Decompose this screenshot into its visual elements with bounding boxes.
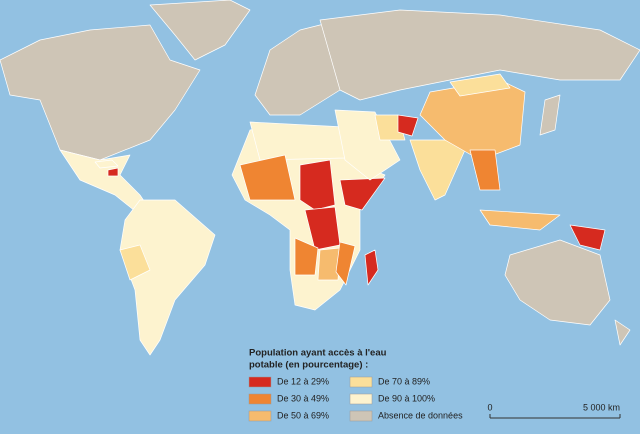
scale-end: 5 000 km xyxy=(583,402,620,412)
legend-label: De 12 à 29% xyxy=(277,376,329,386)
legend-label: De 50 à 69% xyxy=(277,410,329,420)
angola xyxy=(294,237,319,276)
madagascar xyxy=(364,249,379,286)
australia xyxy=(504,239,611,326)
europe xyxy=(254,19,341,116)
west-africa xyxy=(239,154,296,201)
bolivia xyxy=(119,244,151,281)
greenland xyxy=(149,0,251,61)
legend-swatch xyxy=(349,376,373,388)
legend-swatch xyxy=(248,410,272,422)
zambia xyxy=(317,247,341,281)
afghanistan xyxy=(397,114,419,137)
legend-label: De 90 à 100% xyxy=(378,393,435,403)
scale-bar: 0 5 000 km xyxy=(487,402,621,419)
new-zealand xyxy=(614,319,631,346)
russia xyxy=(319,9,640,101)
countries xyxy=(0,0,640,356)
indonesia xyxy=(479,209,561,231)
legend-title: potable (en pourcentage) : xyxy=(249,360,368,371)
legend-swatch xyxy=(349,393,373,405)
haiti xyxy=(107,167,119,177)
legend-swatch xyxy=(349,410,373,422)
arabia xyxy=(334,109,401,181)
scale-start: 0 xyxy=(487,402,492,412)
mozambique xyxy=(335,241,356,286)
north-africa xyxy=(249,121,346,161)
north-america xyxy=(0,24,201,161)
south-america xyxy=(119,199,216,356)
papua-new-guinea xyxy=(569,224,606,251)
legend: Population ayant accès à l'eau potable (… xyxy=(248,348,463,422)
iran xyxy=(374,114,406,141)
legend-label: Absence de données xyxy=(378,410,463,420)
central-africa xyxy=(299,159,336,211)
japan xyxy=(539,94,561,136)
legend-title: Population ayant accès à l'eau xyxy=(249,348,387,359)
mongolia xyxy=(449,73,511,97)
legend-label: De 30 à 49% xyxy=(277,393,329,403)
southeast-asia xyxy=(469,149,501,191)
legend-swatch xyxy=(248,376,272,388)
legend-label: De 70 à 89% xyxy=(378,376,430,386)
cuba xyxy=(94,159,119,169)
legend-swatch xyxy=(248,393,272,405)
